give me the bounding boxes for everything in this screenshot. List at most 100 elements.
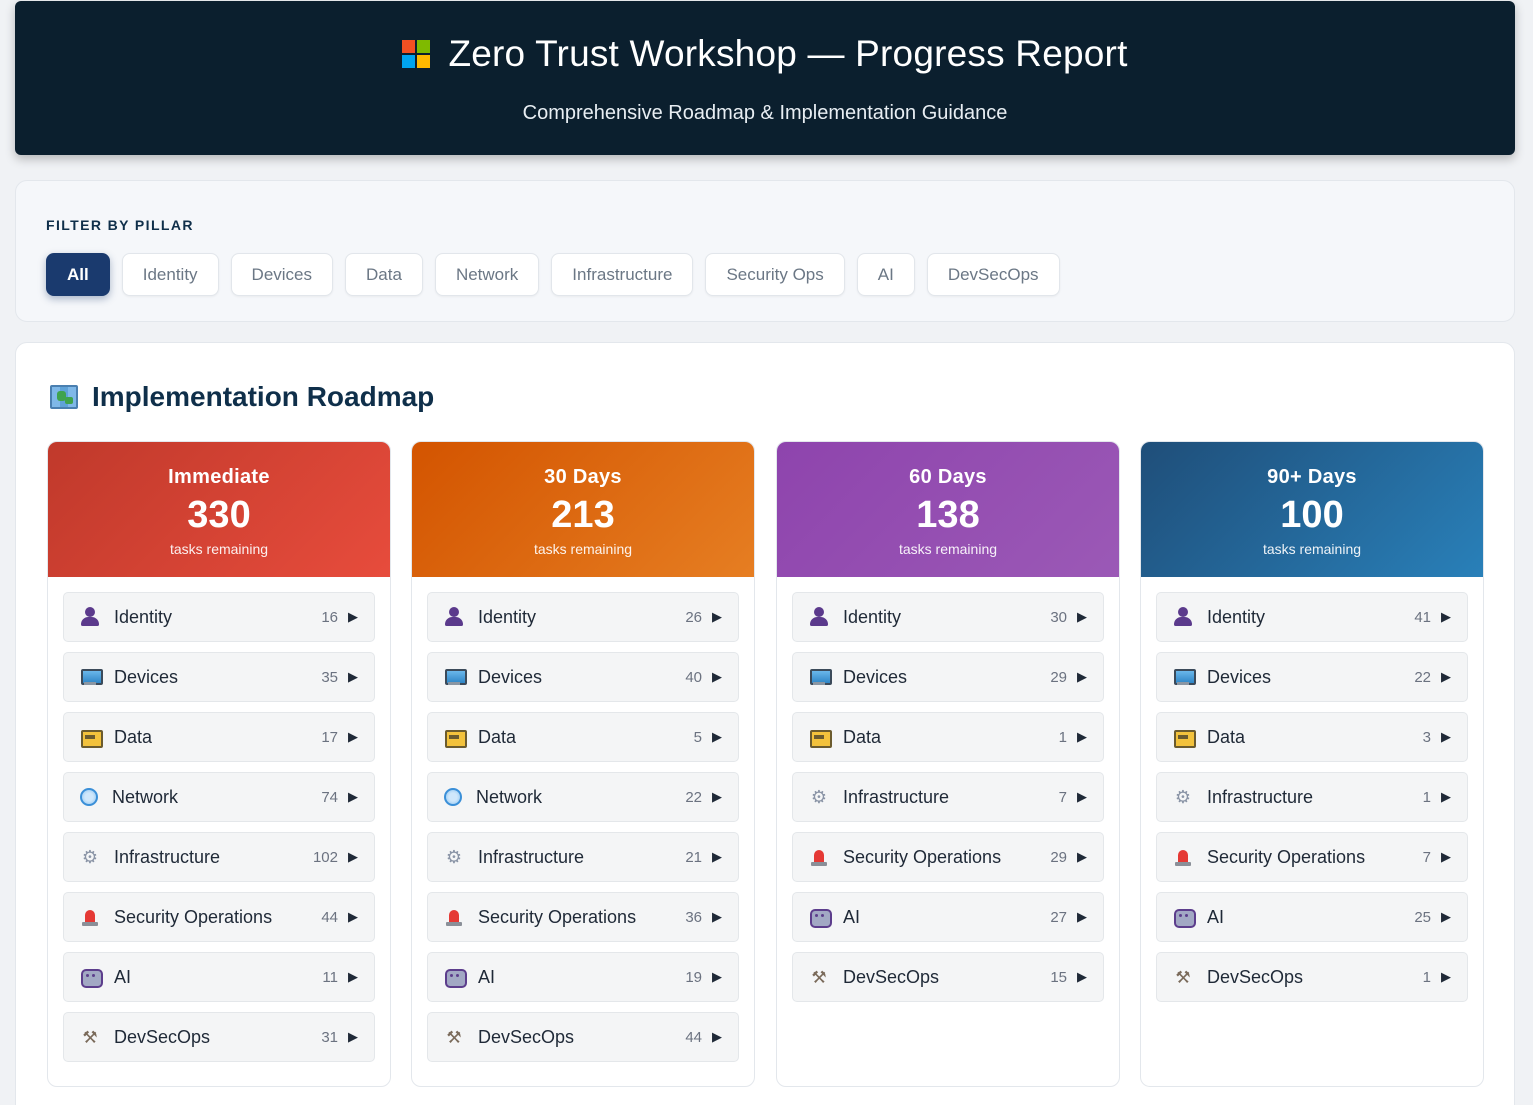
expand-arrow-icon[interactable]: ▶	[348, 729, 358, 744]
pillar-row-devsecops[interactable]: ⚒ DevSecOps 44 ▶	[427, 1012, 739, 1062]
pillar-name: Data	[843, 726, 882, 747]
secops-icon	[444, 907, 464, 927]
expand-arrow-icon[interactable]: ▶	[1077, 789, 1087, 804]
pillar-row-ai[interactable]: AI 27 ▶	[792, 892, 1104, 942]
roadmap-column-30-days: 30 Days 213 tasks remaining Identity 26 ▶ Devi…	[411, 441, 755, 1087]
expand-arrow-icon[interactable]: ▶	[1441, 849, 1451, 864]
devices-icon	[80, 667, 103, 687]
expand-arrow-icon[interactable]: ▶	[1441, 729, 1451, 744]
column-header: 30 Days 213 tasks remaining	[412, 442, 754, 577]
pillar-row-identity[interactable]: Identity 41 ▶	[1156, 592, 1468, 642]
pillar-row-network[interactable]: Network 74 ▶	[63, 772, 375, 822]
expand-arrow-icon[interactable]: ▶	[1441, 909, 1451, 924]
pillar-task-count: 41	[1414, 608, 1431, 626]
pillar-row-infrastructure[interactable]: ⚙ Infrastructure 1 ▶	[1156, 772, 1468, 822]
expand-arrow-icon[interactable]: ▶	[712, 909, 722, 924]
pillar-row-devices[interactable]: Devices 35 ▶	[63, 652, 375, 702]
pillar-row-infrastructure[interactable]: ⚙ Infrastructure 102 ▶	[63, 832, 375, 882]
expand-arrow-icon[interactable]: ▶	[1441, 789, 1451, 804]
pillar-row-security-operations[interactable]: Security Operations 29 ▶	[792, 832, 1104, 882]
expand-arrow-icon[interactable]: ▶	[712, 849, 722, 864]
ai-icon	[444, 967, 467, 988]
expand-arrow-icon[interactable]: ▶	[348, 909, 358, 924]
expand-arrow-icon[interactable]: ▶	[712, 1029, 722, 1044]
expand-arrow-icon[interactable]: ▶	[1441, 669, 1451, 684]
pillar-task-count: 29	[1050, 848, 1067, 866]
expand-arrow-icon[interactable]: ▶	[348, 849, 358, 864]
pillar-row-infrastructure[interactable]: ⚙ Infrastructure 7 ▶	[792, 772, 1104, 822]
filter-pill-devices[interactable]: Devices	[230, 253, 334, 296]
pillar-row-data[interactable]: Data 5 ▶	[427, 712, 739, 762]
filter-pill-network[interactable]: Network	[434, 253, 540, 296]
expand-arrow-icon[interactable]: ▶	[1441, 609, 1451, 624]
expand-arrow-icon[interactable]: ▶	[712, 969, 722, 984]
expand-arrow-icon[interactable]: ▶	[712, 669, 722, 684]
devices-icon	[1173, 667, 1196, 687]
expand-arrow-icon[interactable]: ▶	[1077, 849, 1087, 864]
pillar-task-count: 1	[1422, 788, 1431, 806]
pillar-row-security-operations[interactable]: Security Operations 7 ▶	[1156, 832, 1468, 882]
ai-icon	[1173, 907, 1196, 928]
expand-arrow-icon[interactable]: ▶	[348, 669, 358, 684]
pillar-row-security-operations[interactable]: Security Operations 44 ▶	[63, 892, 375, 942]
pillar-row-ai[interactable]: AI 25 ▶	[1156, 892, 1468, 942]
expand-arrow-icon[interactable]: ▶	[712, 729, 722, 744]
pillar-row-identity[interactable]: Identity 26 ▶	[427, 592, 739, 642]
filter-pill-security-ops[interactable]: Security Ops	[705, 253, 845, 296]
map-icon	[50, 385, 78, 409]
pillar-row-identity[interactable]: Identity 16 ▶	[63, 592, 375, 642]
pillar-row-infrastructure[interactable]: ⚙ Infrastructure 21 ▶	[427, 832, 739, 882]
task-count: 100	[1280, 494, 1344, 536]
pillar-row-devsecops[interactable]: ⚒ DevSecOps 15 ▶	[792, 952, 1104, 1002]
pillar-name: Devices	[843, 666, 908, 687]
pillar-row-security-operations[interactable]: Security Operations 36 ▶	[427, 892, 739, 942]
expand-arrow-icon[interactable]: ▶	[348, 969, 358, 984]
filter-pill-all[interactable]: All	[46, 253, 110, 296]
pillar-name: Devices	[478, 666, 543, 687]
expand-arrow-icon[interactable]: ▶	[1077, 909, 1087, 924]
pillar-task-count: 102	[312, 848, 338, 866]
filter-pill-ai[interactable]: AI	[856, 253, 915, 296]
pillar-row-devices[interactable]: Devices 29 ▶	[792, 652, 1104, 702]
filter-pill-identity[interactable]: Identity	[121, 253, 219, 296]
pillar-name: DevSecOps	[114, 1026, 211, 1047]
devices-icon	[444, 667, 467, 687]
column-label: 60 Days	[909, 466, 987, 488]
pillar-name: Devices	[114, 666, 179, 687]
microsoft-logo-icon	[402, 40, 431, 68]
pillar-name: AI	[478, 966, 496, 987]
pillar-name: Identity	[478, 606, 537, 627]
pillar-row-data[interactable]: Data 1 ▶	[792, 712, 1104, 762]
filter-pill-infrastructure[interactable]: Infrastructure	[551, 253, 694, 296]
pillar-row-ai[interactable]: AI 19 ▶	[427, 952, 739, 1002]
expand-arrow-icon[interactable]: ▶	[1077, 609, 1087, 624]
pillar-row-data[interactable]: Data 3 ▶	[1156, 712, 1468, 762]
filter-pill-devsecops[interactable]: DevSecOps	[926, 253, 1060, 296]
identity-icon	[809, 607, 829, 627]
expand-arrow-icon[interactable]: ▶	[348, 609, 358, 624]
expand-arrow-icon[interactable]: ▶	[1077, 969, 1087, 984]
pillar-row-devsecops[interactable]: ⚒ DevSecOps 1 ▶	[1156, 952, 1468, 1002]
pillar-name: Network	[476, 786, 543, 807]
page-subtitle: Comprehensive Roadmap & Implementation G…	[522, 102, 1008, 124]
pillar-row-data[interactable]: Data 17 ▶	[63, 712, 375, 762]
expand-arrow-icon[interactable]: ▶	[1077, 729, 1087, 744]
pillar-row-ai[interactable]: AI 11 ▶	[63, 952, 375, 1002]
expand-arrow-icon[interactable]: ▶	[712, 789, 722, 804]
expand-arrow-icon[interactable]: ▶	[348, 1029, 358, 1044]
expand-arrow-icon[interactable]: ▶	[712, 609, 722, 624]
pillar-name: DevSecOps	[478, 1026, 575, 1047]
expand-arrow-icon[interactable]: ▶	[348, 789, 358, 804]
expand-arrow-icon[interactable]: ▶	[1077, 669, 1087, 684]
pillar-task-count: 15	[1050, 968, 1067, 986]
expand-arrow-icon[interactable]: ▶	[1441, 969, 1451, 984]
pillar-task-count: 7	[1058, 788, 1067, 806]
devsecops-icon: ⚒	[446, 1027, 462, 1047]
pillar-row-devsecops[interactable]: ⚒ DevSecOps 31 ▶	[63, 1012, 375, 1062]
pillar-row-identity[interactable]: Identity 30 ▶	[792, 592, 1104, 642]
pillar-row-devices[interactable]: Devices 22 ▶	[1156, 652, 1468, 702]
pillar-row-network[interactable]: Network 22 ▶	[427, 772, 739, 822]
pillar-row-devices[interactable]: Devices 40 ▶	[427, 652, 739, 702]
filter-pill-data[interactable]: Data	[345, 253, 423, 296]
task-count-caption: tasks remaining	[1262, 541, 1362, 557]
